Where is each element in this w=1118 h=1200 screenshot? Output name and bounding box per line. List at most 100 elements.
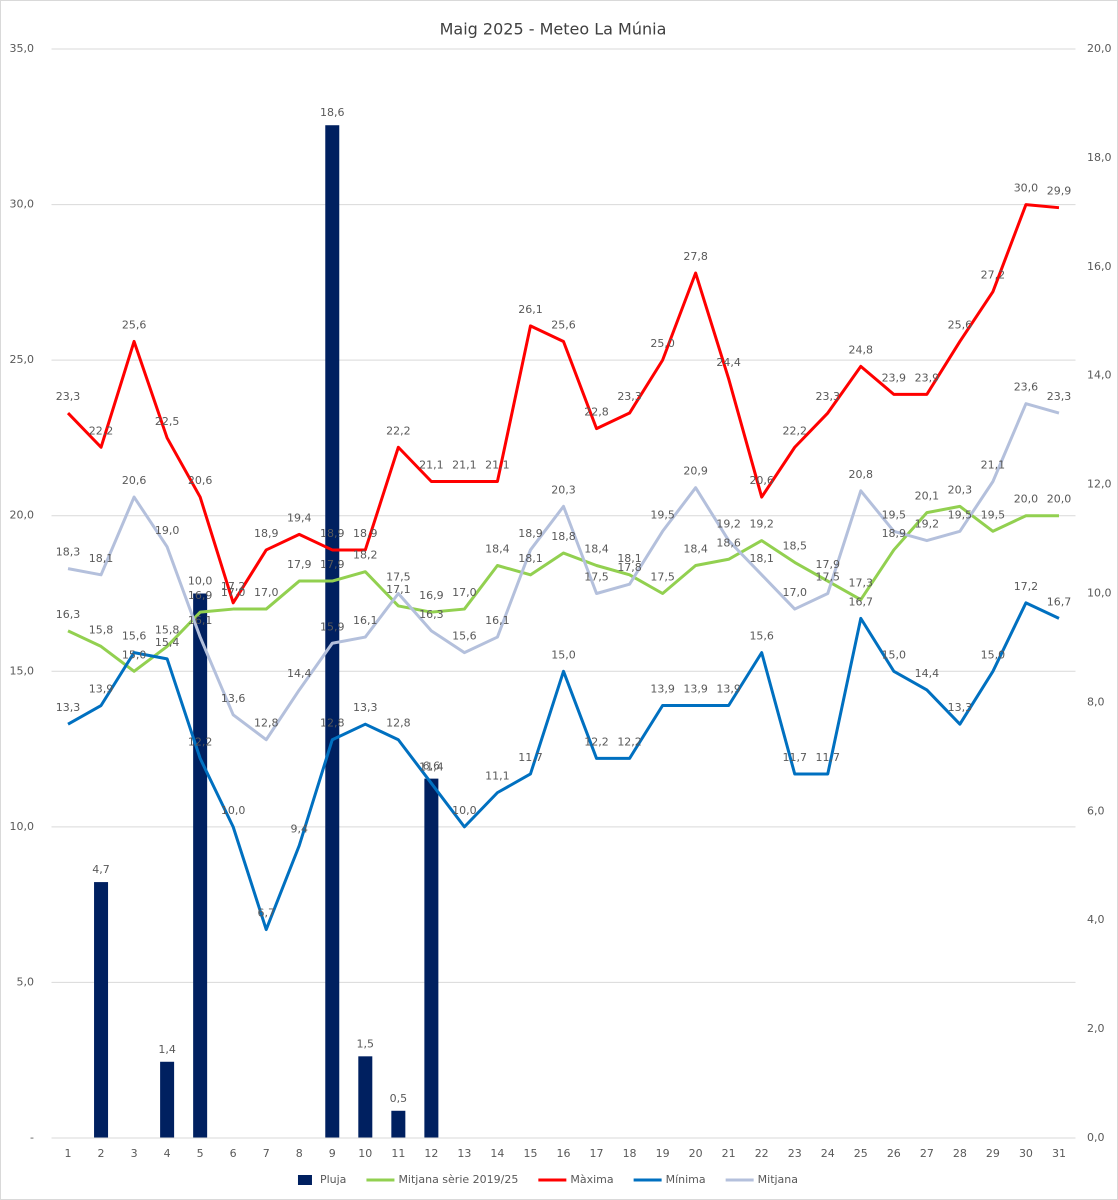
data-label: 14,4 bbox=[287, 667, 312, 680]
data-label: 0,5 bbox=[390, 1092, 408, 1105]
data-label: 6,6 bbox=[423, 760, 441, 773]
legend-label: Mitjana bbox=[758, 1173, 798, 1186]
data-label: 14,4 bbox=[915, 667, 940, 680]
x-tick-label: 11 bbox=[391, 1147, 405, 1160]
data-label: 16,9 bbox=[419, 589, 444, 602]
data-label: 30,0 bbox=[1014, 182, 1039, 195]
bar bbox=[358, 1056, 373, 1138]
x-tick-label: 10 bbox=[358, 1147, 372, 1160]
data-label: 17,2 bbox=[221, 580, 246, 593]
data-label: 19,4 bbox=[287, 511, 312, 524]
x-tick-label: 31 bbox=[1052, 1147, 1066, 1160]
data-label: 18,4 bbox=[584, 542, 609, 555]
data-label: 17,5 bbox=[386, 571, 411, 584]
x-tick-label: 4 bbox=[164, 1147, 171, 1160]
y2-tick-label: 18,0 bbox=[1087, 151, 1112, 164]
x-tick-label: 15 bbox=[523, 1147, 537, 1160]
x-tick-label: 18 bbox=[623, 1147, 637, 1160]
data-label: 10,0 bbox=[452, 804, 477, 817]
data-label: 17,2 bbox=[1014, 580, 1039, 593]
y2-tick-label: 8,0 bbox=[1087, 695, 1105, 708]
data-label: 11,7 bbox=[518, 751, 543, 764]
data-label: 17,0 bbox=[221, 586, 246, 599]
data-label: 12,2 bbox=[584, 735, 609, 748]
data-label: 4,7 bbox=[92, 863, 110, 876]
data-label: 6,7 bbox=[257, 907, 275, 920]
x-tick-label: 21 bbox=[722, 1147, 736, 1160]
x-tick-label: 2 bbox=[98, 1147, 105, 1160]
data-label: 18,1 bbox=[617, 552, 642, 565]
data-label: 16,1 bbox=[188, 614, 213, 627]
data-label: 23,3 bbox=[56, 390, 81, 403]
data-label: 18,9 bbox=[353, 527, 378, 540]
x-tick-label: 3 bbox=[131, 1147, 138, 1160]
data-label: 16,3 bbox=[419, 608, 444, 621]
data-label: 25,6 bbox=[948, 318, 973, 331]
data-label: 13,9 bbox=[683, 683, 708, 696]
data-label: 16,3 bbox=[56, 608, 81, 621]
data-label: 17,0 bbox=[782, 586, 807, 599]
data-label: 17,5 bbox=[584, 571, 609, 584]
data-label: 11,4 bbox=[419, 760, 444, 773]
y2-tick-label: 20,0 bbox=[1087, 42, 1112, 55]
data-label: 26,1 bbox=[518, 303, 543, 316]
data-label: 17,8 bbox=[617, 561, 642, 574]
data-label: 20,3 bbox=[551, 483, 576, 496]
x-tick-label: 5 bbox=[197, 1147, 204, 1160]
bar bbox=[160, 1061, 175, 1138]
data-label: 15,9 bbox=[320, 620, 345, 633]
data-label: 17,1 bbox=[386, 583, 411, 596]
data-label: 16,1 bbox=[485, 614, 510, 627]
data-label: 25,6 bbox=[551, 318, 576, 331]
x-tick-label: 13 bbox=[457, 1147, 471, 1160]
data-label: 19,0 bbox=[155, 524, 180, 537]
x-tick-label: 25 bbox=[854, 1147, 868, 1160]
x-tick-label: 28 bbox=[953, 1147, 967, 1160]
legend-label: Màxima bbox=[570, 1173, 613, 1186]
bar bbox=[391, 1110, 406, 1138]
y2-tick-label: 12,0 bbox=[1087, 478, 1112, 491]
x-tick-label: 20 bbox=[689, 1147, 703, 1160]
x-tick-label: 14 bbox=[490, 1147, 504, 1160]
data-label: 17,0 bbox=[452, 586, 477, 599]
data-label: 12,8 bbox=[320, 717, 345, 730]
data-label: 18,9 bbox=[518, 527, 543, 540]
data-label: 18,9 bbox=[254, 527, 279, 540]
data-label: 25,0 bbox=[650, 337, 675, 350]
data-label: 15,0 bbox=[551, 648, 576, 661]
y-tick-label: - bbox=[30, 1131, 34, 1144]
bar bbox=[424, 778, 439, 1138]
line bbox=[67, 504, 1059, 673]
data-label: 17,0 bbox=[254, 586, 279, 599]
data-label: 13,9 bbox=[89, 683, 114, 696]
y2-tick-label: 2,0 bbox=[1087, 1022, 1105, 1035]
x-tick-label: 19 bbox=[656, 1147, 670, 1160]
x-tick-label: 7 bbox=[263, 1147, 270, 1160]
x-tick-label: 26 bbox=[887, 1147, 901, 1160]
data-label: 15,0 bbox=[981, 648, 1006, 661]
data-label: 23,3 bbox=[1047, 390, 1072, 403]
data-label: 16,1 bbox=[353, 614, 378, 627]
x-tick-label: 24 bbox=[821, 1147, 835, 1160]
legend-label: Pluja bbox=[320, 1173, 346, 1186]
chart-title: Maig 2025 - Meteo La Múnia bbox=[440, 20, 667, 39]
data-label: 23,3 bbox=[617, 390, 642, 403]
data-label: 20,9 bbox=[683, 465, 708, 478]
bar bbox=[94, 882, 109, 1138]
data-label: 13,3 bbox=[56, 701, 81, 714]
x-tick-label: 17 bbox=[590, 1147, 604, 1160]
line bbox=[67, 601, 1060, 932]
data-label: 12,2 bbox=[188, 735, 213, 748]
y-tick-label: 5,0 bbox=[17, 975, 35, 988]
data-label: 21,1 bbox=[419, 458, 444, 471]
data-label: 12,2 bbox=[617, 735, 642, 748]
y-tick-label: 30,0 bbox=[10, 198, 35, 211]
data-label: 15,6 bbox=[452, 630, 477, 643]
data-label: 22,2 bbox=[782, 424, 807, 437]
data-label: 20,1 bbox=[915, 490, 940, 503]
data-label: 22,8 bbox=[584, 406, 609, 419]
line bbox=[67, 402, 1060, 742]
data-label: 15,6 bbox=[749, 630, 774, 643]
y-tick-label: 35,0 bbox=[10, 42, 35, 55]
